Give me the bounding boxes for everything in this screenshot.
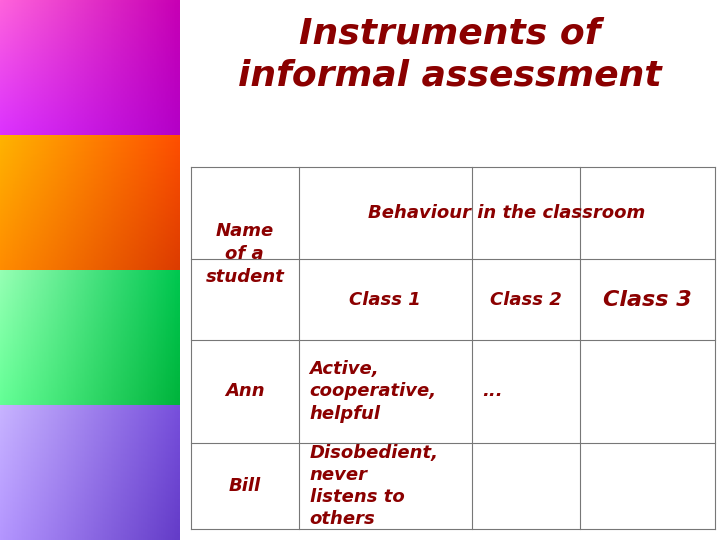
- Text: Active,
cooperative,
helpful: Active, cooperative, helpful: [310, 360, 437, 423]
- Text: Ann: Ann: [225, 382, 265, 401]
- Text: Class 1: Class 1: [349, 291, 421, 309]
- Text: Class 2: Class 2: [490, 291, 562, 309]
- Text: Class 3: Class 3: [603, 289, 691, 310]
- Text: ...: ...: [482, 382, 503, 401]
- Text: Disobedient,
never
listens to
others: Disobedient, never listens to others: [310, 444, 438, 528]
- Text: Behaviour in the classroom: Behaviour in the classroom: [368, 204, 645, 222]
- Text: Name
of a
student: Name of a student: [205, 222, 284, 286]
- Text: Bill: Bill: [229, 477, 261, 495]
- Text: Instruments of
informal assessment: Instruments of informal assessment: [238, 16, 662, 92]
